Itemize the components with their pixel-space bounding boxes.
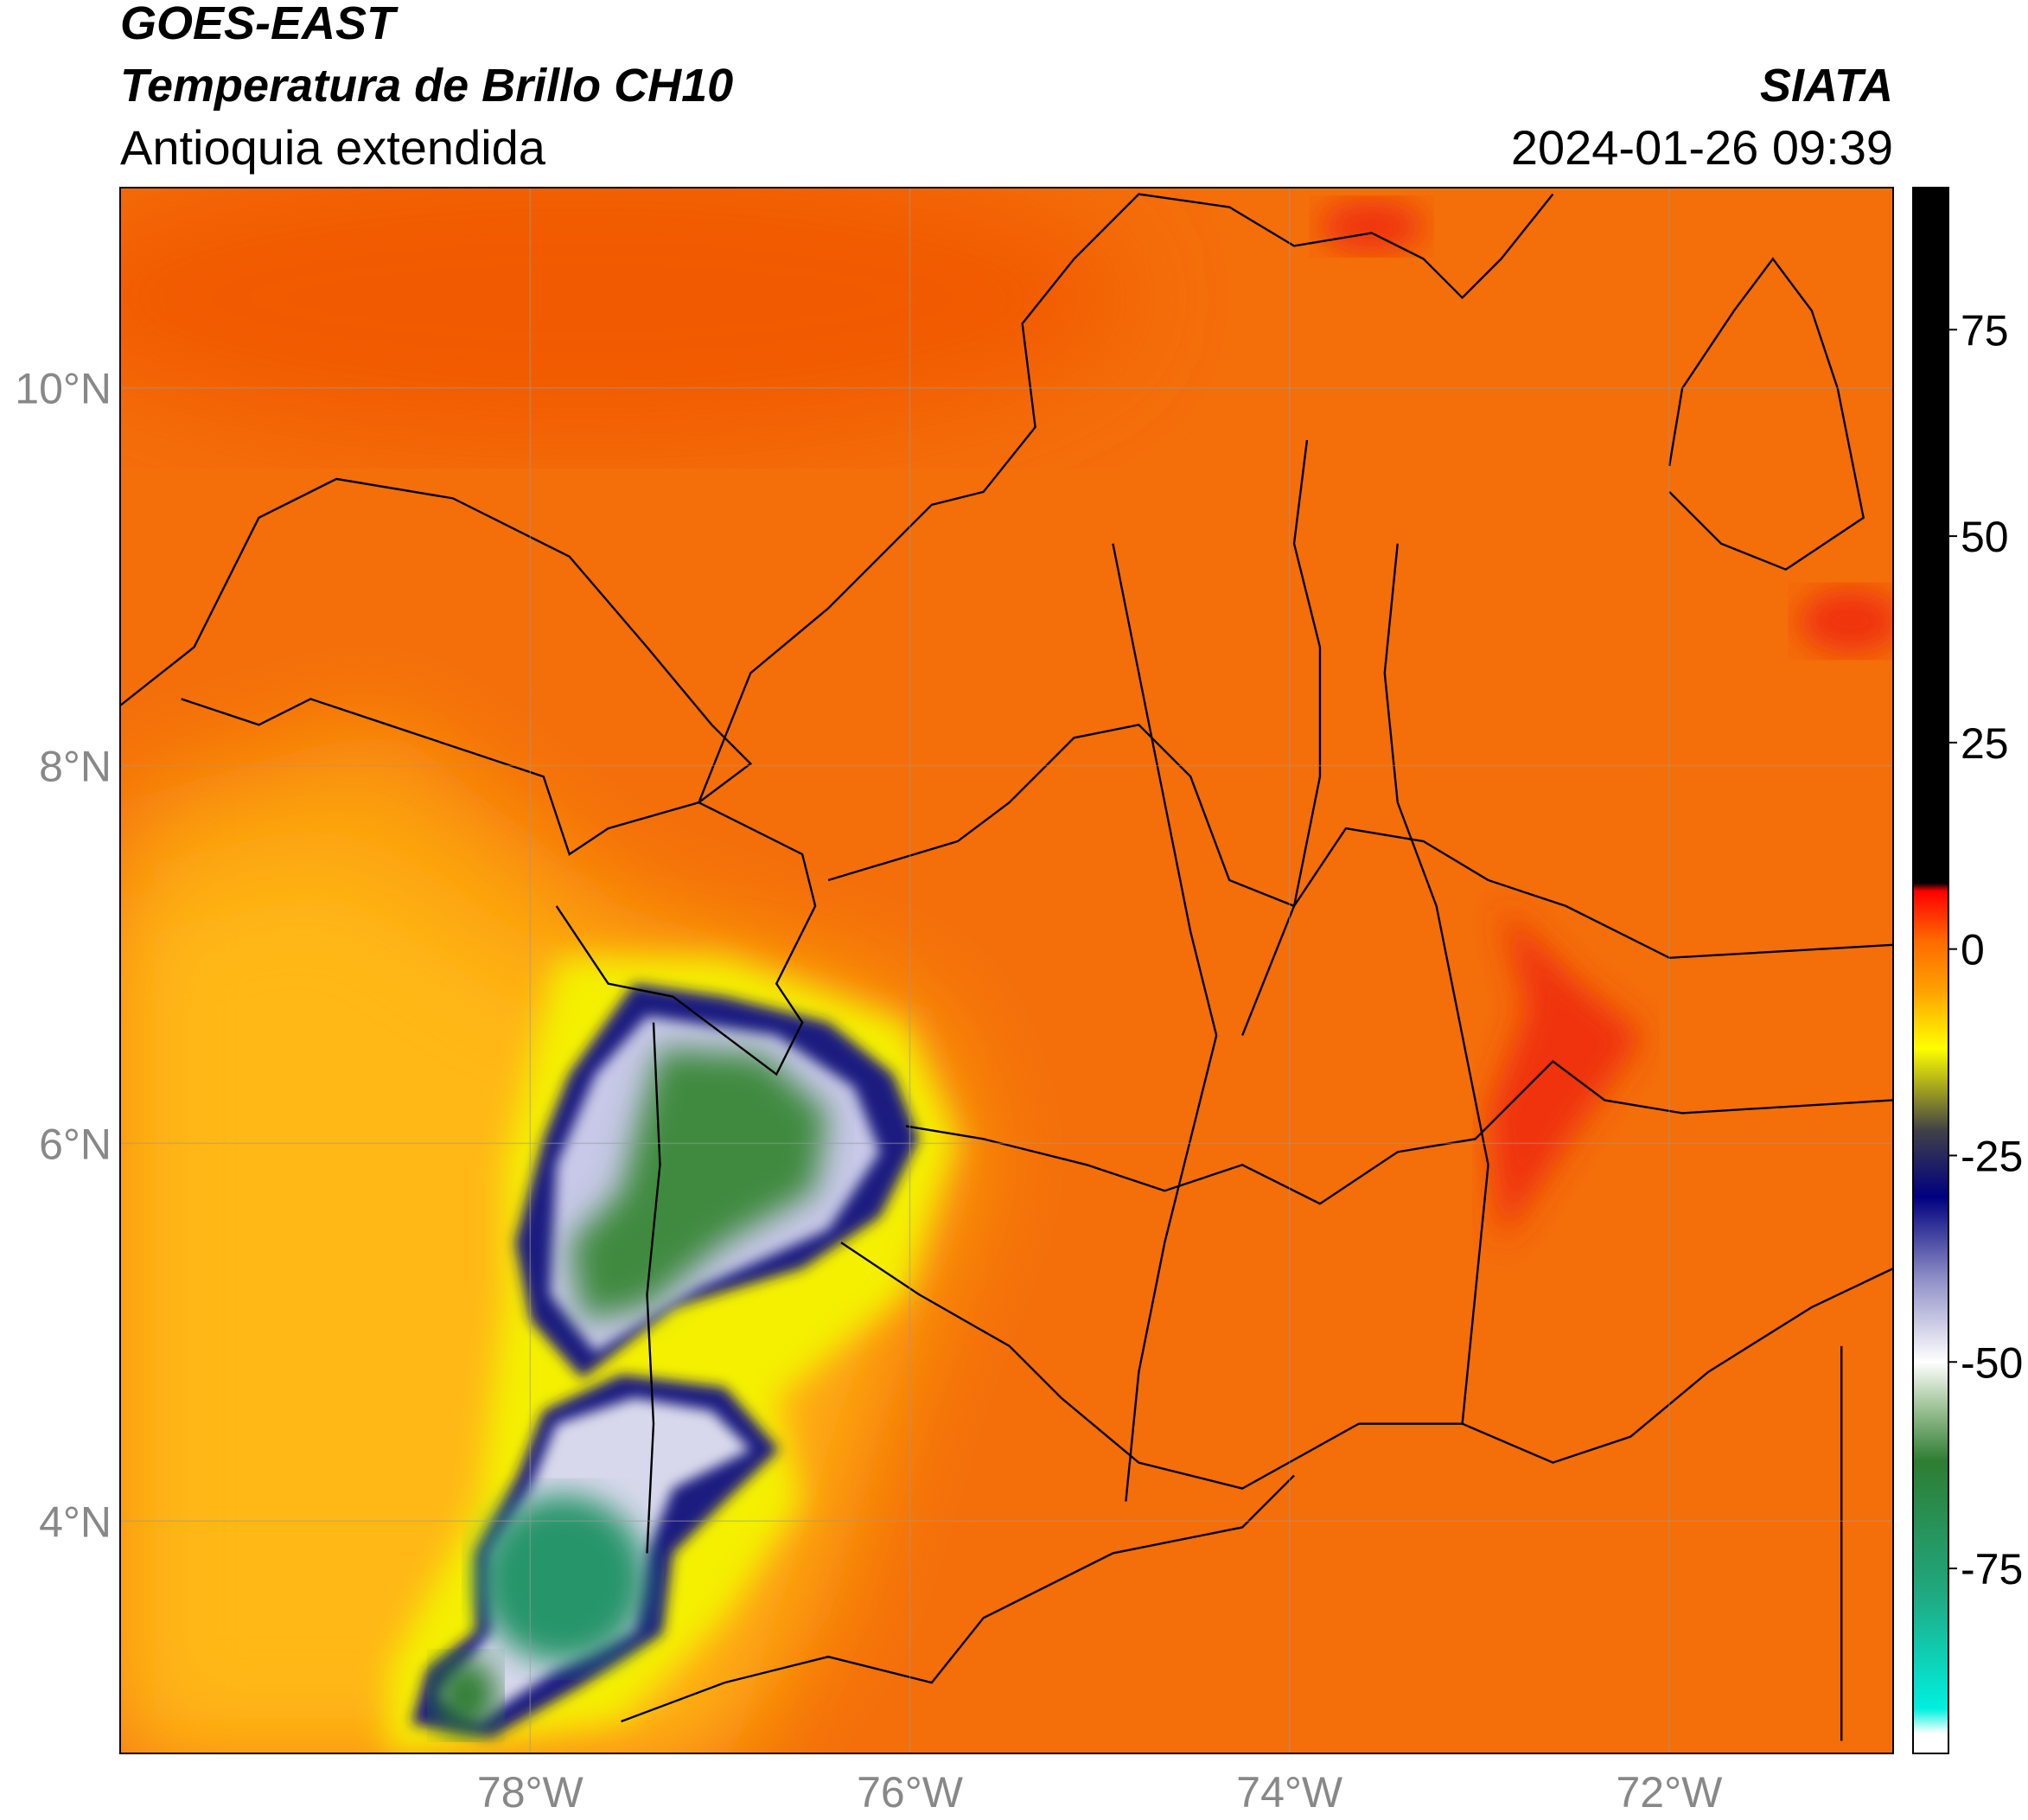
colorbar-tick-label: 50	[1961, 513, 2009, 561]
y-tick-label: 8°N	[39, 742, 112, 790]
datetime: 2024-01-26 09:39	[1511, 120, 1893, 175]
satellite-image	[120, 188, 1893, 1753]
colorbar-tick-label: -50	[1961, 1338, 2023, 1387]
source: SIATA	[1760, 60, 1893, 112]
colorbar-tick-label: 75	[1961, 306, 2009, 354]
x-tick-label: 72°W	[1616, 1768, 1723, 1816]
colorbar	[1912, 187, 1949, 1754]
colorbar-tick-label: 25	[1961, 719, 2009, 768]
map-frame	[119, 187, 1894, 1754]
x-tick-label: 74°W	[1236, 1768, 1343, 1816]
grid	[120, 188, 1893, 1753]
subtitle: Temperatura de Brillo CH10	[120, 60, 733, 112]
y-tick-label: 4°N	[39, 1498, 112, 1546]
x-tick-label: 76°W	[857, 1768, 964, 1816]
y-tick-label: 6°N	[39, 1120, 112, 1168]
title: GOES-EAST	[120, 0, 399, 49]
colorbar-tick-label: 0	[1961, 926, 1985, 974]
colorbar-tick-label: -25	[1961, 1132, 2023, 1180]
y-tick-label: 10°N	[15, 365, 112, 413]
colorbar-tick-label: -75	[1961, 1545, 2023, 1593]
x-tick-label: 78°W	[477, 1768, 584, 1816]
region: Antioquia extendida	[120, 120, 546, 175]
